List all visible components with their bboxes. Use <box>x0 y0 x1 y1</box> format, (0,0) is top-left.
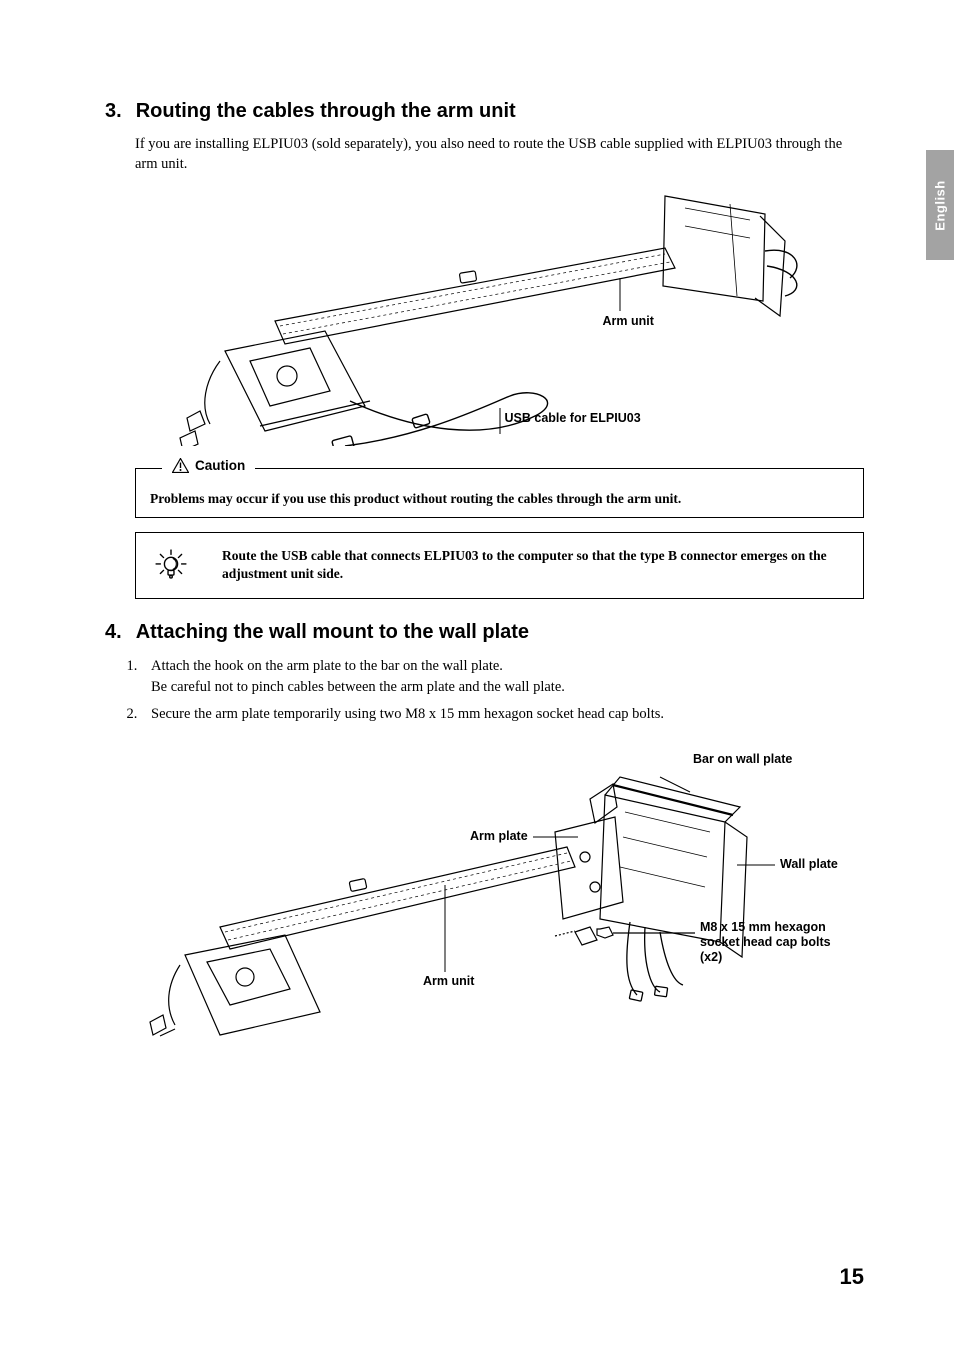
section-4-title: Attaching the wall mount to the wall pla… <box>136 621 529 644</box>
page-content: 3. Routing the cables through the arm un… <box>0 0 954 1119</box>
section-4-heading: 4. Attaching the wall mount to the wall … <box>105 621 864 644</box>
caution-text: Problems may occur if you use this produ… <box>150 491 849 507</box>
figure-cable-routing: Arm unit USB cable for ELPIU03 <box>165 186 805 446</box>
label-arm-plate: Arm plate <box>470 829 528 843</box>
label-bolts: M8 x 15 mm hexagon socket head cap bolts… <box>700 920 850 965</box>
step-1-line2: Be careful not to pinch cables between t… <box>151 679 565 695</box>
tip-text: Route the USB cable that connects ELPIU0… <box>222 547 845 583</box>
caution-legend: Caution <box>162 458 255 473</box>
label-arm-unit-2: Arm unit <box>423 974 474 988</box>
section-3-number: 3. <box>105 100 122 123</box>
section-3-heading: 3. Routing the cables through the arm un… <box>105 100 864 123</box>
section-3-intro: If you are installing ELPIU03 (sold sepa… <box>135 135 864 174</box>
step-1-line1: Attach the hook on the arm plate to the … <box>151 658 503 674</box>
wall-mount-diagram-icon <box>135 737 855 1037</box>
tip-box: Route the USB cable that connects ELPIU0… <box>135 532 864 598</box>
label-usb-cable: USB cable for ELPIU03 <box>505 411 641 425</box>
caution-heading: Caution <box>195 458 245 473</box>
section-4-steps: Attach the hook on the arm plate to the … <box>117 656 864 725</box>
page-number: 15 <box>840 1264 864 1290</box>
caution-triangle-icon <box>172 458 189 473</box>
arm-unit-diagram-icon <box>165 186 805 446</box>
caution-box: Caution Problems may occur if you use th… <box>135 468 864 518</box>
step-1: Attach the hook on the arm plate to the … <box>141 656 864 698</box>
step-2: Secure the arm plate temporarily using t… <box>141 704 864 725</box>
label-wall-plate: Wall plate <box>780 857 838 871</box>
label-bar-on-wall-plate: Bar on wall plate <box>693 752 792 766</box>
figure-wall-mount: Bar on wall plate Arm plate Wall plate M… <box>135 737 855 1037</box>
label-arm-unit-1: Arm unit <box>603 314 654 328</box>
language-tab-label: English <box>933 180 948 230</box>
section-4-number: 4. <box>105 621 122 644</box>
lightbulb-icon <box>154 548 188 582</box>
language-tab: English <box>926 150 954 260</box>
section-3-title: Routing the cables through the arm unit <box>136 100 516 123</box>
